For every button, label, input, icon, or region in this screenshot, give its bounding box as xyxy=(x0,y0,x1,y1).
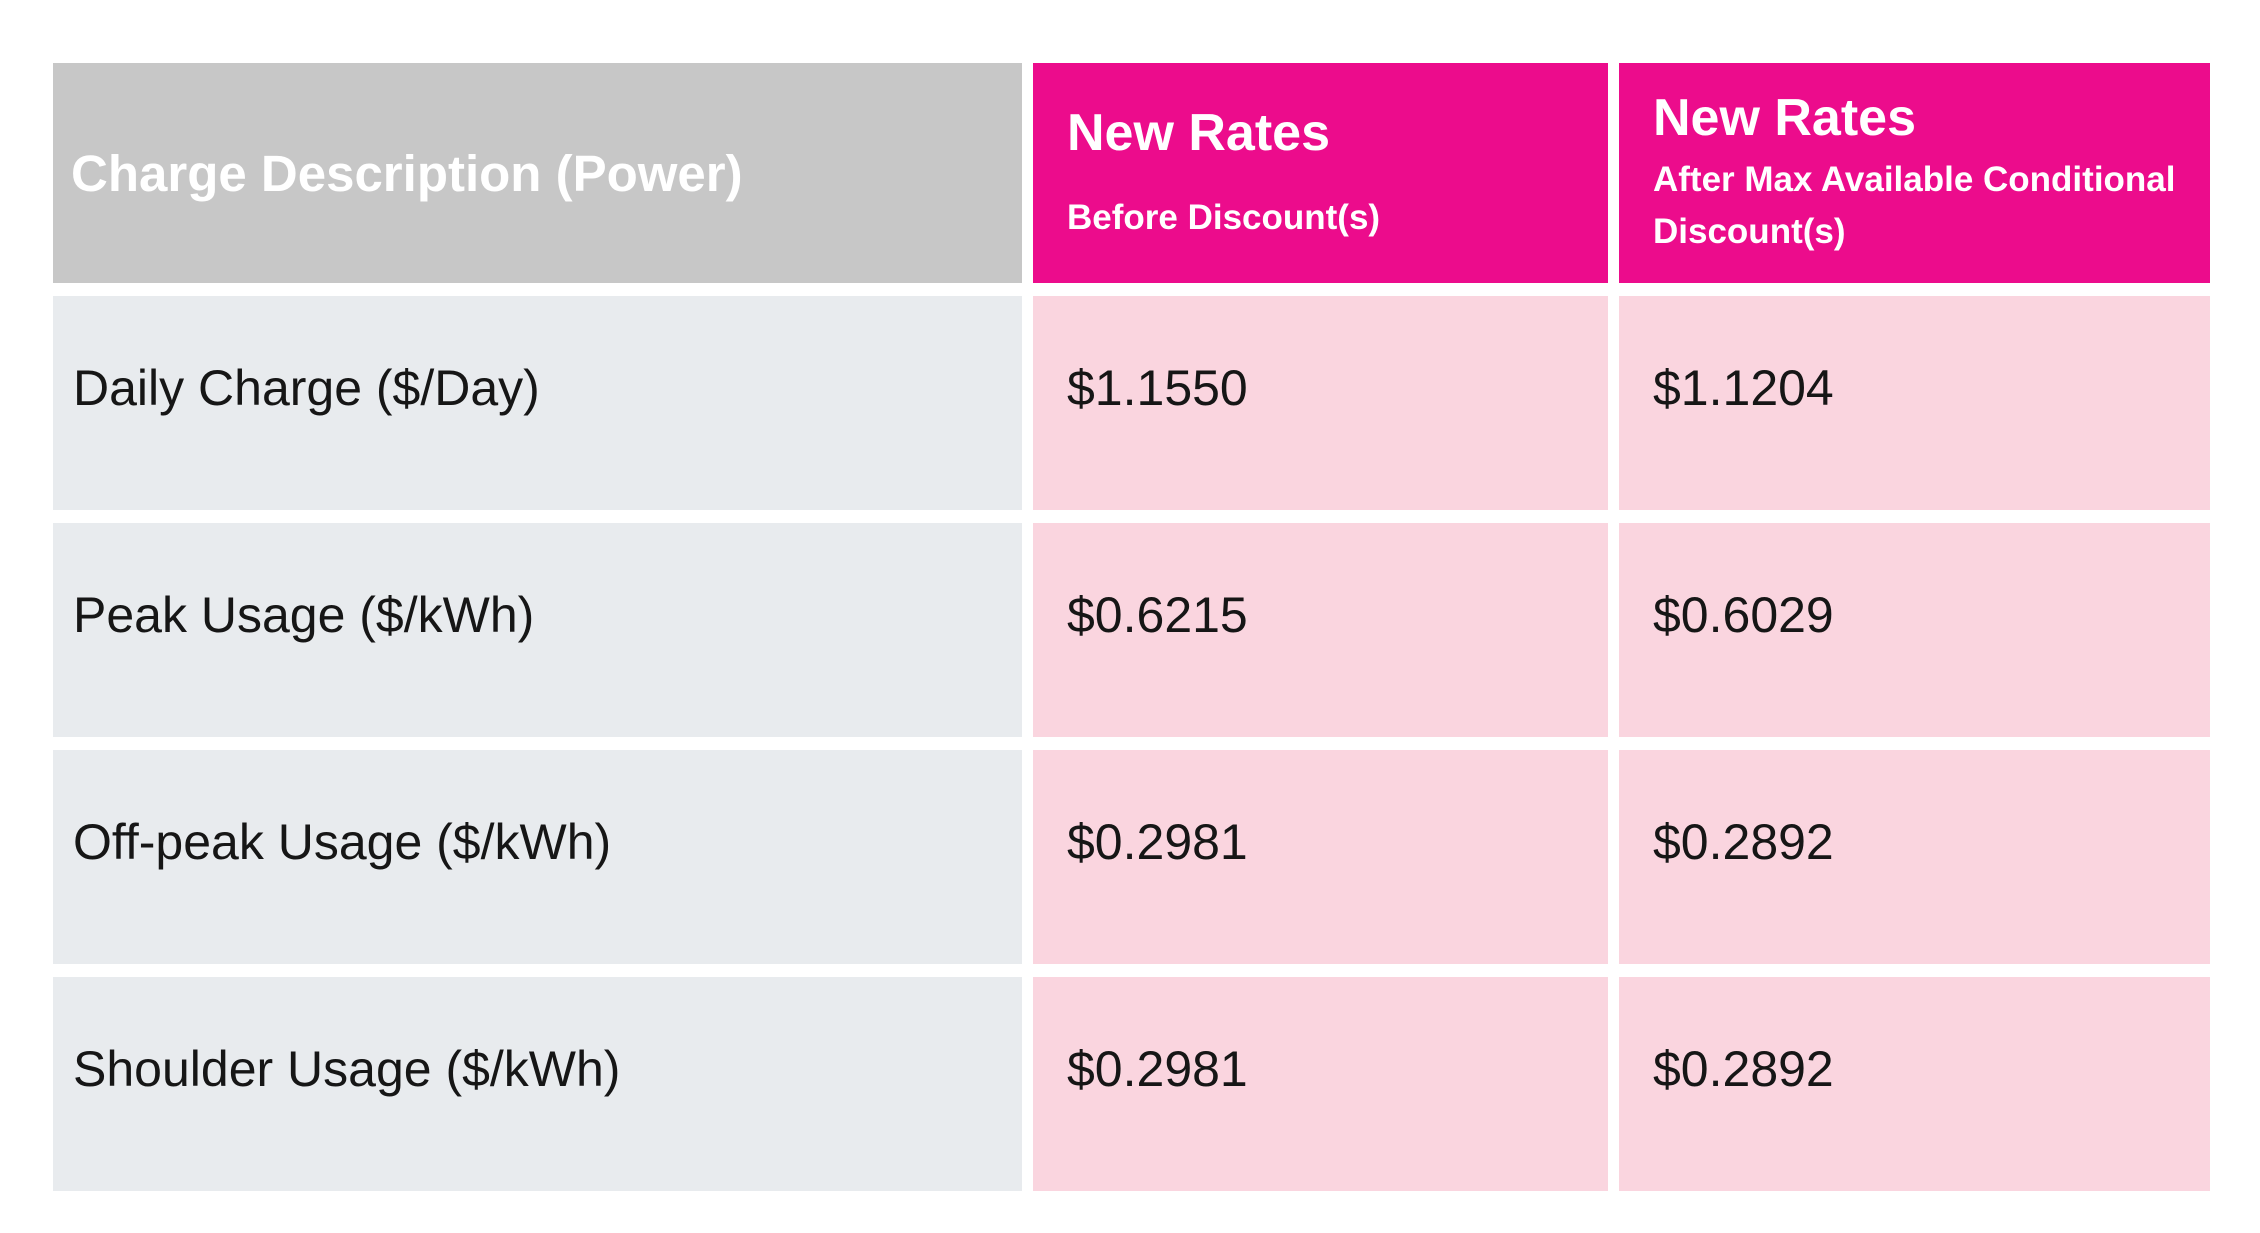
header-new-rates-before: New Rates Before Discount(s) xyxy=(1033,63,1608,283)
row-daily-charge-after-value: $1.1204 xyxy=(1619,296,2210,510)
row-peak-usage-before-value: $0.6215 xyxy=(1033,523,1608,737)
row-label-text: Daily Charge ($/Day) xyxy=(73,360,540,416)
row-offpeak-usage-after-value: $0.2892 xyxy=(1619,750,2210,964)
row-shoulder-usage-before-value: $0.2981 xyxy=(1033,977,1608,1191)
rate-value-text: $1.1550 xyxy=(1067,360,1248,416)
header-new-rates-after-subtitle: After Max Available Conditional Discount… xyxy=(1653,159,2176,252)
rate-value-text: $0.2892 xyxy=(1653,814,1834,870)
row-label-text: Shoulder Usage ($/kWh) xyxy=(73,1041,621,1097)
row-offpeak-usage-before-value: $0.2981 xyxy=(1033,750,1608,964)
rate-value-text: $0.2981 xyxy=(1067,1041,1248,1097)
rate-value-text: $0.2981 xyxy=(1067,814,1248,870)
row-label-text: Off-peak Usage ($/kWh) xyxy=(73,814,612,870)
header-new-rates-before-subtitle: Before Discount(s) xyxy=(1067,197,1381,237)
row-label-text: Peak Usage ($/kWh) xyxy=(73,587,535,643)
rate-value-text: $0.2892 xyxy=(1653,1041,1834,1097)
power-rates-table: Charge Description (Power) New Rates Bef… xyxy=(53,63,2210,1191)
row-offpeak-usage-label: Off-peak Usage ($/kWh) xyxy=(53,750,1022,964)
row-daily-charge-before-value: $1.1550 xyxy=(1033,296,1608,510)
header-charge-description-label: Charge Description (Power) xyxy=(71,144,743,202)
header-charge-description: Charge Description (Power) xyxy=(53,63,1022,283)
rate-value-text: $1.1204 xyxy=(1653,360,1834,416)
header-new-rates-after-title: New Rates xyxy=(1653,89,1916,148)
row-shoulder-usage-label: Shoulder Usage ($/kWh) xyxy=(53,977,1022,1191)
row-daily-charge-label: Daily Charge ($/Day) xyxy=(53,296,1022,510)
header-new-rates-before-title: New Rates xyxy=(1067,103,1330,162)
row-peak-usage-label: Peak Usage ($/kWh) xyxy=(53,523,1022,737)
header-new-rates-after: New Rates After Max Available Conditiona… xyxy=(1619,63,2210,283)
rate-value-text: $0.6029 xyxy=(1653,587,1834,643)
row-peak-usage-after-value: $0.6029 xyxy=(1619,523,2210,737)
row-shoulder-usage-after-value: $0.2892 xyxy=(1619,977,2210,1191)
rate-value-text: $0.6215 xyxy=(1067,587,1248,643)
